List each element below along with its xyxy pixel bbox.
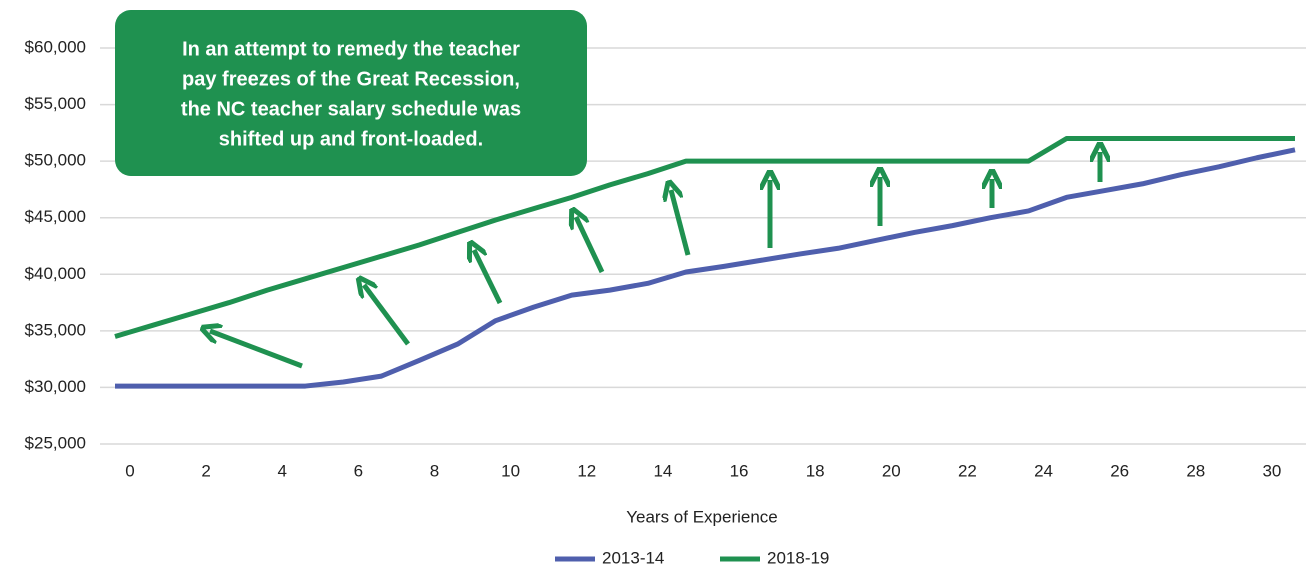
x-tick-label: 4 [278,461,287,480]
series-line [115,147,1296,389]
legend-label: 2018-19 [767,548,829,567]
annotation: In an attempt to remedy the teacher [182,38,520,60]
x-tick-label: 0 [125,461,134,480]
arrow [671,190,691,256]
y-tick-label: $35,000 [25,320,86,339]
annotation: shifted up and front-loaded. [219,128,483,150]
y-tick-label: $55,000 [25,94,86,113]
y-tick-label: $30,000 [25,377,86,396]
annotation: pay freezes of the Great Recession, [182,68,520,90]
x-axis-title: Years of Experience [626,507,778,526]
x-tick-label: 16 [730,461,749,480]
x-tick-label: 18 [806,461,825,480]
x-tick-label: 20 [882,461,901,480]
x-tick-label: 14 [653,461,672,480]
arrow [576,217,605,274]
x-tick-label: 8 [430,461,439,480]
x-tick-label: 24 [1034,461,1053,480]
y-tick-label: $25,000 [25,433,86,452]
y-tick-label: $50,000 [25,151,86,170]
y-tick-label: $60,000 [25,37,86,56]
series-line [114,136,1295,339]
arrow [474,250,503,305]
x-tick-label: 2 [201,461,210,480]
x-tick-label: 30 [1262,461,1281,480]
x-tick-label: 10 [501,461,520,480]
arrow [364,285,411,346]
x-tick-label: 22 [958,461,977,480]
x-tick-label: 12 [577,461,596,480]
arrows [210,152,1100,369]
legend-label: 2013-14 [602,548,664,567]
arrow [210,331,303,369]
y-tick-label: $40,000 [25,264,86,283]
annotation: the NC teacher salary schedule was [181,98,521,120]
y-tick-label: $45,000 [25,207,86,226]
x-tick-label: 6 [354,461,363,480]
x-tick-label: 26 [1110,461,1129,480]
annotation-box [115,10,587,176]
x-tick-label: 28 [1186,461,1205,480]
